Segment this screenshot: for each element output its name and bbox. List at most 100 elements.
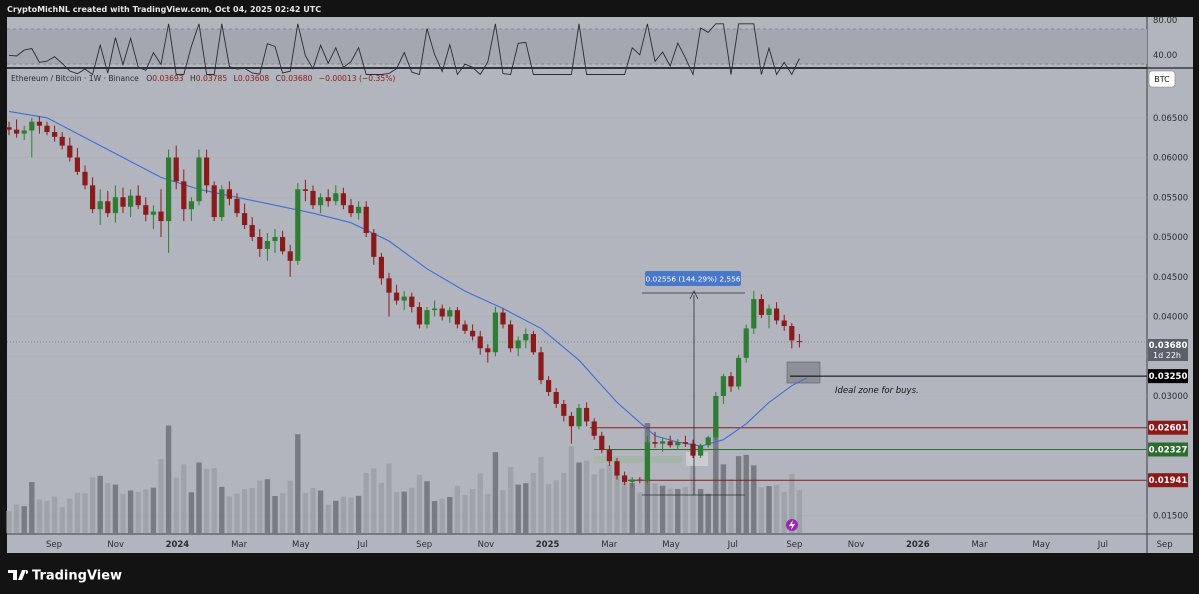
candle[interactable] [226, 181, 232, 206]
candle[interactable] [766, 304, 772, 329]
candle[interactable] [386, 272, 392, 317]
candle[interactable] [325, 189, 331, 207]
candle[interactable] [432, 300, 438, 317]
candle[interactable] [242, 203, 248, 230]
candle[interactable] [280, 230, 286, 255]
candle[interactable] [781, 314, 787, 331]
candle[interactable] [462, 320, 468, 334]
candle[interactable] [774, 302, 780, 325]
candle[interactable] [264, 233, 270, 261]
candle[interactable] [743, 324, 749, 363]
candle[interactable] [584, 402, 590, 427]
candle[interactable] [333, 185, 339, 206]
candle[interactable] [401, 291, 407, 311]
candle[interactable] [105, 190, 111, 218]
candle[interactable] [120, 187, 126, 214]
candle[interactable] [546, 376, 552, 396]
candle[interactable] [356, 201, 362, 220]
candle[interactable] [485, 344, 491, 363]
price-axis[interactable] [1147, 17, 1193, 553]
candle[interactable] [166, 149, 172, 253]
candle[interactable] [508, 320, 514, 353]
candle[interactable] [629, 477, 635, 488]
candle[interactable] [211, 181, 217, 222]
candle[interactable] [348, 198, 354, 218]
candle[interactable] [150, 205, 156, 230]
candle[interactable] [477, 330, 483, 355]
candle[interactable] [196, 149, 202, 206]
candle[interactable] [36, 116, 42, 134]
candle[interactable] [143, 197, 149, 222]
candle[interactable] [591, 418, 597, 440]
candle[interactable] [492, 306, 498, 357]
candle[interactable] [59, 132, 65, 150]
candle[interactable] [789, 322, 795, 349]
candle[interactable] [644, 435, 650, 484]
candle[interactable] [340, 187, 346, 210]
candle[interactable] [112, 185, 118, 223]
candle[interactable] [728, 372, 734, 393]
candle[interactable] [67, 137, 73, 162]
candle[interactable] [302, 179, 308, 202]
candle[interactable] [682, 435, 688, 447]
candle[interactable] [52, 125, 58, 142]
candle[interactable] [363, 201, 369, 237]
candle[interactable] [257, 229, 263, 257]
candle[interactable] [553, 388, 559, 408]
candle[interactable] [606, 445, 612, 466]
candle[interactable] [44, 121, 50, 136]
candle[interactable] [622, 471, 628, 486]
candle[interactable] [667, 435, 673, 448]
currency-badge[interactable] [1148, 70, 1176, 88]
candle[interactable] [21, 125, 27, 141]
candle[interactable] [614, 458, 620, 480]
candle[interactable] [713, 392, 719, 440]
candle[interactable] [310, 185, 316, 210]
candle[interactable] [378, 252, 384, 285]
candle[interactable] [90, 177, 96, 214]
buy-zone-annotation[interactable]: Ideal zone for buys. [835, 386, 919, 396]
candle[interactable] [135, 185, 141, 210]
candle[interactable] [318, 193, 324, 214]
buy-zone-box[interactable] [786, 361, 821, 384]
candle[interactable] [14, 119, 20, 138]
candle[interactable] [698, 443, 704, 459]
candle[interactable] [158, 189, 164, 237]
candle[interactable] [424, 306, 430, 329]
candle[interactable] [599, 431, 605, 454]
support-box[interactable] [594, 456, 682, 463]
candle[interactable] [447, 306, 453, 323]
candle[interactable] [660, 437, 666, 452]
candle[interactable] [751, 291, 757, 334]
candle[interactable] [796, 333, 802, 348]
candle[interactable] [538, 346, 544, 385]
candle[interactable] [720, 373, 726, 404]
candle[interactable] [500, 308, 506, 329]
candle[interactable] [439, 304, 445, 321]
candle[interactable] [736, 354, 742, 390]
candle[interactable] [652, 431, 658, 448]
candle[interactable] [515, 336, 521, 357]
candle[interactable] [74, 147, 80, 175]
candle[interactable] [287, 244, 293, 277]
candle[interactable] [249, 217, 255, 241]
candle[interactable] [181, 169, 187, 222]
candle[interactable] [272, 229, 278, 253]
candle[interactable] [173, 145, 179, 190]
candle[interactable] [295, 182, 301, 265]
candle[interactable] [675, 438, 681, 451]
candle[interactable] [758, 294, 764, 319]
candle[interactable] [371, 229, 377, 265]
candle[interactable] [690, 439, 696, 459]
candle[interactable] [219, 185, 225, 222]
candle[interactable] [530, 330, 536, 355]
consolidation-box[interactable] [686, 452, 708, 466]
symbol-legend[interactable]: Ethereum / Bitcoin · 1W · Binance O0.036… [11, 74, 395, 83]
candle[interactable] [234, 193, 240, 218]
candle[interactable] [523, 328, 529, 349]
candle[interactable] [637, 477, 643, 484]
candle[interactable] [561, 399, 567, 422]
candle[interactable] [409, 292, 415, 313]
candle[interactable] [128, 189, 134, 218]
